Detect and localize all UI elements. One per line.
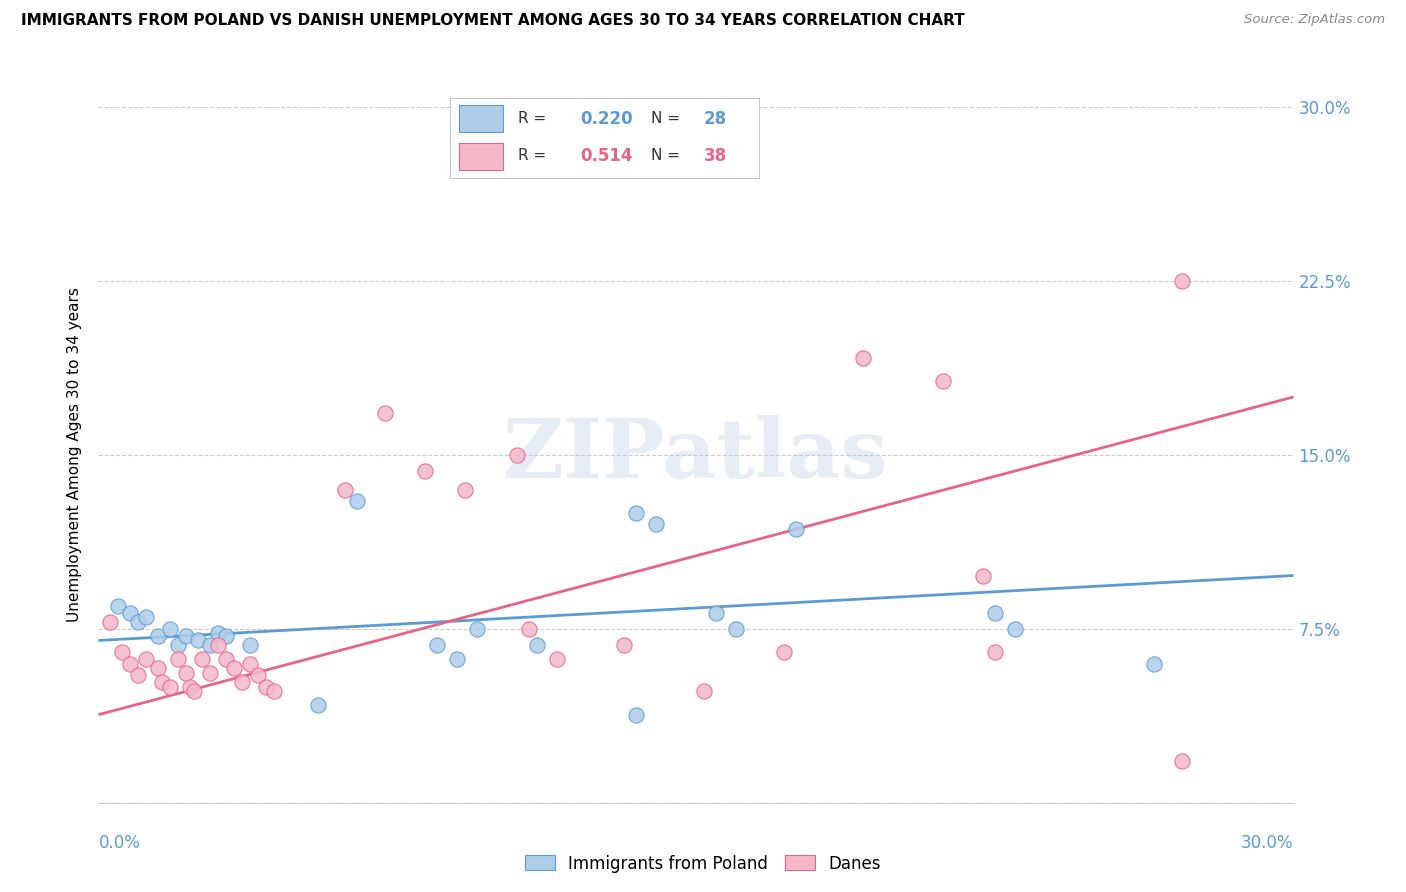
Point [198, 638, 221, 652]
Text: R =: R = [517, 112, 551, 127]
Point [1004, 622, 1026, 636]
Text: R =: R = [517, 148, 551, 163]
Point [127, 668, 149, 682]
Point [127, 615, 149, 629]
Point [207, 638, 229, 652]
Point [546, 652, 568, 666]
Point [785, 522, 807, 536]
Text: 0.220: 0.220 [579, 110, 633, 128]
Point [150, 675, 173, 690]
Point [148, 661, 170, 675]
Text: 38: 38 [703, 147, 727, 165]
Point [187, 633, 209, 648]
Point [932, 374, 955, 388]
Point [704, 606, 727, 620]
Point [191, 652, 214, 666]
Text: 0.514: 0.514 [579, 147, 633, 165]
Point [1171, 754, 1194, 768]
Point [1171, 274, 1194, 288]
Point [239, 638, 262, 652]
Point [159, 680, 181, 694]
Point [517, 622, 540, 636]
Point [120, 657, 142, 671]
Point [693, 684, 716, 698]
Point [174, 629, 197, 643]
Point [198, 665, 221, 680]
Point [135, 610, 157, 624]
Text: N =: N = [651, 112, 685, 127]
Text: IMMIGRANTS FROM POLAND VS DANISH UNEMPLOYMENT AMONG AGES 30 TO 34 YEARS CORRELAT: IMMIGRANTS FROM POLAND VS DANISH UNEMPLO… [21, 13, 965, 29]
FancyBboxPatch shape [460, 104, 502, 132]
Point [984, 606, 1007, 620]
FancyBboxPatch shape [460, 143, 502, 170]
Point [215, 629, 238, 643]
Point [135, 652, 157, 666]
Point [852, 351, 875, 365]
Point [167, 652, 190, 666]
Point [465, 622, 488, 636]
Point [374, 406, 396, 420]
Point [454, 483, 477, 497]
Point [246, 668, 269, 682]
Text: ZIPatlas: ZIPatlas [503, 415, 889, 495]
Point [215, 652, 238, 666]
Point [613, 638, 636, 652]
Point [254, 680, 277, 694]
Point [724, 622, 747, 636]
Point [239, 657, 262, 671]
Point [413, 464, 436, 478]
Text: Source: ZipAtlas.com: Source: ZipAtlas.com [1244, 13, 1385, 27]
Point [107, 599, 129, 613]
Point [307, 698, 329, 713]
Point [263, 684, 285, 698]
Point [148, 629, 170, 643]
Point [772, 645, 794, 659]
Point [179, 680, 201, 694]
Point [526, 638, 548, 652]
Point [335, 483, 357, 497]
Point [207, 626, 229, 640]
Point [167, 638, 190, 652]
Point [222, 661, 245, 675]
Text: 28: 28 [703, 110, 727, 128]
Text: 30.0%: 30.0% [1241, 834, 1294, 852]
Point [446, 652, 468, 666]
Point [100, 615, 122, 629]
Point [120, 606, 142, 620]
Point [426, 638, 449, 652]
Point [645, 517, 668, 532]
Point [626, 707, 648, 722]
Point [183, 684, 205, 698]
Y-axis label: Unemployment Among Ages 30 to 34 years: Unemployment Among Ages 30 to 34 years [67, 287, 83, 623]
Point [626, 506, 648, 520]
Point [506, 448, 529, 462]
Point [346, 494, 368, 508]
Legend: Immigrants from Poland, Danes: Immigrants from Poland, Danes [519, 848, 887, 880]
Point [159, 622, 181, 636]
Point [984, 645, 1007, 659]
Point [972, 568, 994, 582]
Point [111, 645, 134, 659]
Text: N =: N = [651, 148, 685, 163]
Point [231, 675, 253, 690]
Point [1143, 657, 1166, 671]
Point [174, 665, 197, 680]
Text: 0.0%: 0.0% [98, 834, 141, 852]
